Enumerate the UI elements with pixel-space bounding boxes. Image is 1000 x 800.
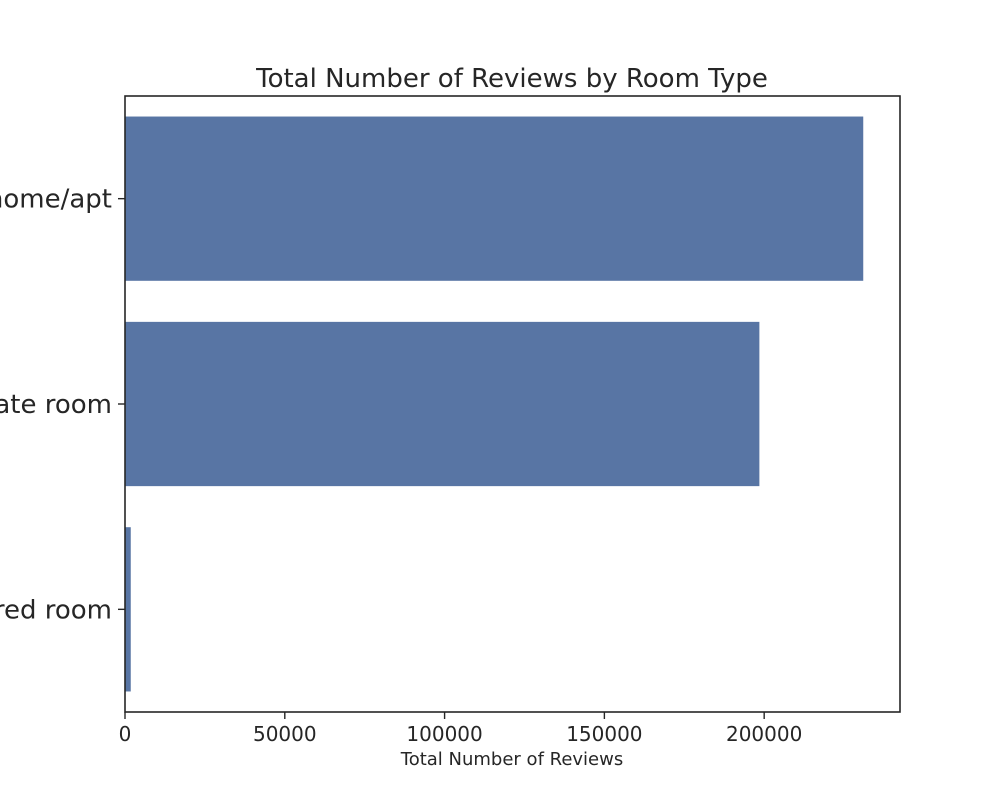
x-axis-label: Total Number of Reviews <box>400 749 623 770</box>
x-tick-label: 0 <box>119 722 132 746</box>
category-label: Entire home/apt <box>0 185 112 215</box>
bar-shared-room <box>125 527 131 692</box>
x-tick-label: 50000 <box>253 722 317 746</box>
x-tick-label: 150000 <box>566 722 642 746</box>
chart-title: Total Number of Reviews by Room Type <box>255 64 768 94</box>
x-tick-label: 100000 <box>406 722 482 746</box>
category-label: Private room <box>0 390 112 420</box>
x-tick-label: 200000 <box>726 722 802 746</box>
bars-group <box>125 116 864 692</box>
bar-private-room <box>125 321 760 487</box>
category-label: Shared room <box>0 595 112 625</box>
x-axis-ticks: 0 50000 100000 150000 200000 <box>119 712 802 746</box>
bar-entire-home-apt <box>125 116 864 281</box>
category-ticks: Entire home/apt Private room Shared room <box>0 185 125 625</box>
plot-frame <box>124 95 901 713</box>
